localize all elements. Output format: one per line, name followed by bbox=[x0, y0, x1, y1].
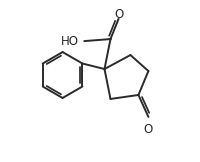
Text: O: O bbox=[143, 122, 152, 136]
Text: O: O bbox=[114, 8, 123, 21]
Text: HO: HO bbox=[61, 35, 79, 48]
